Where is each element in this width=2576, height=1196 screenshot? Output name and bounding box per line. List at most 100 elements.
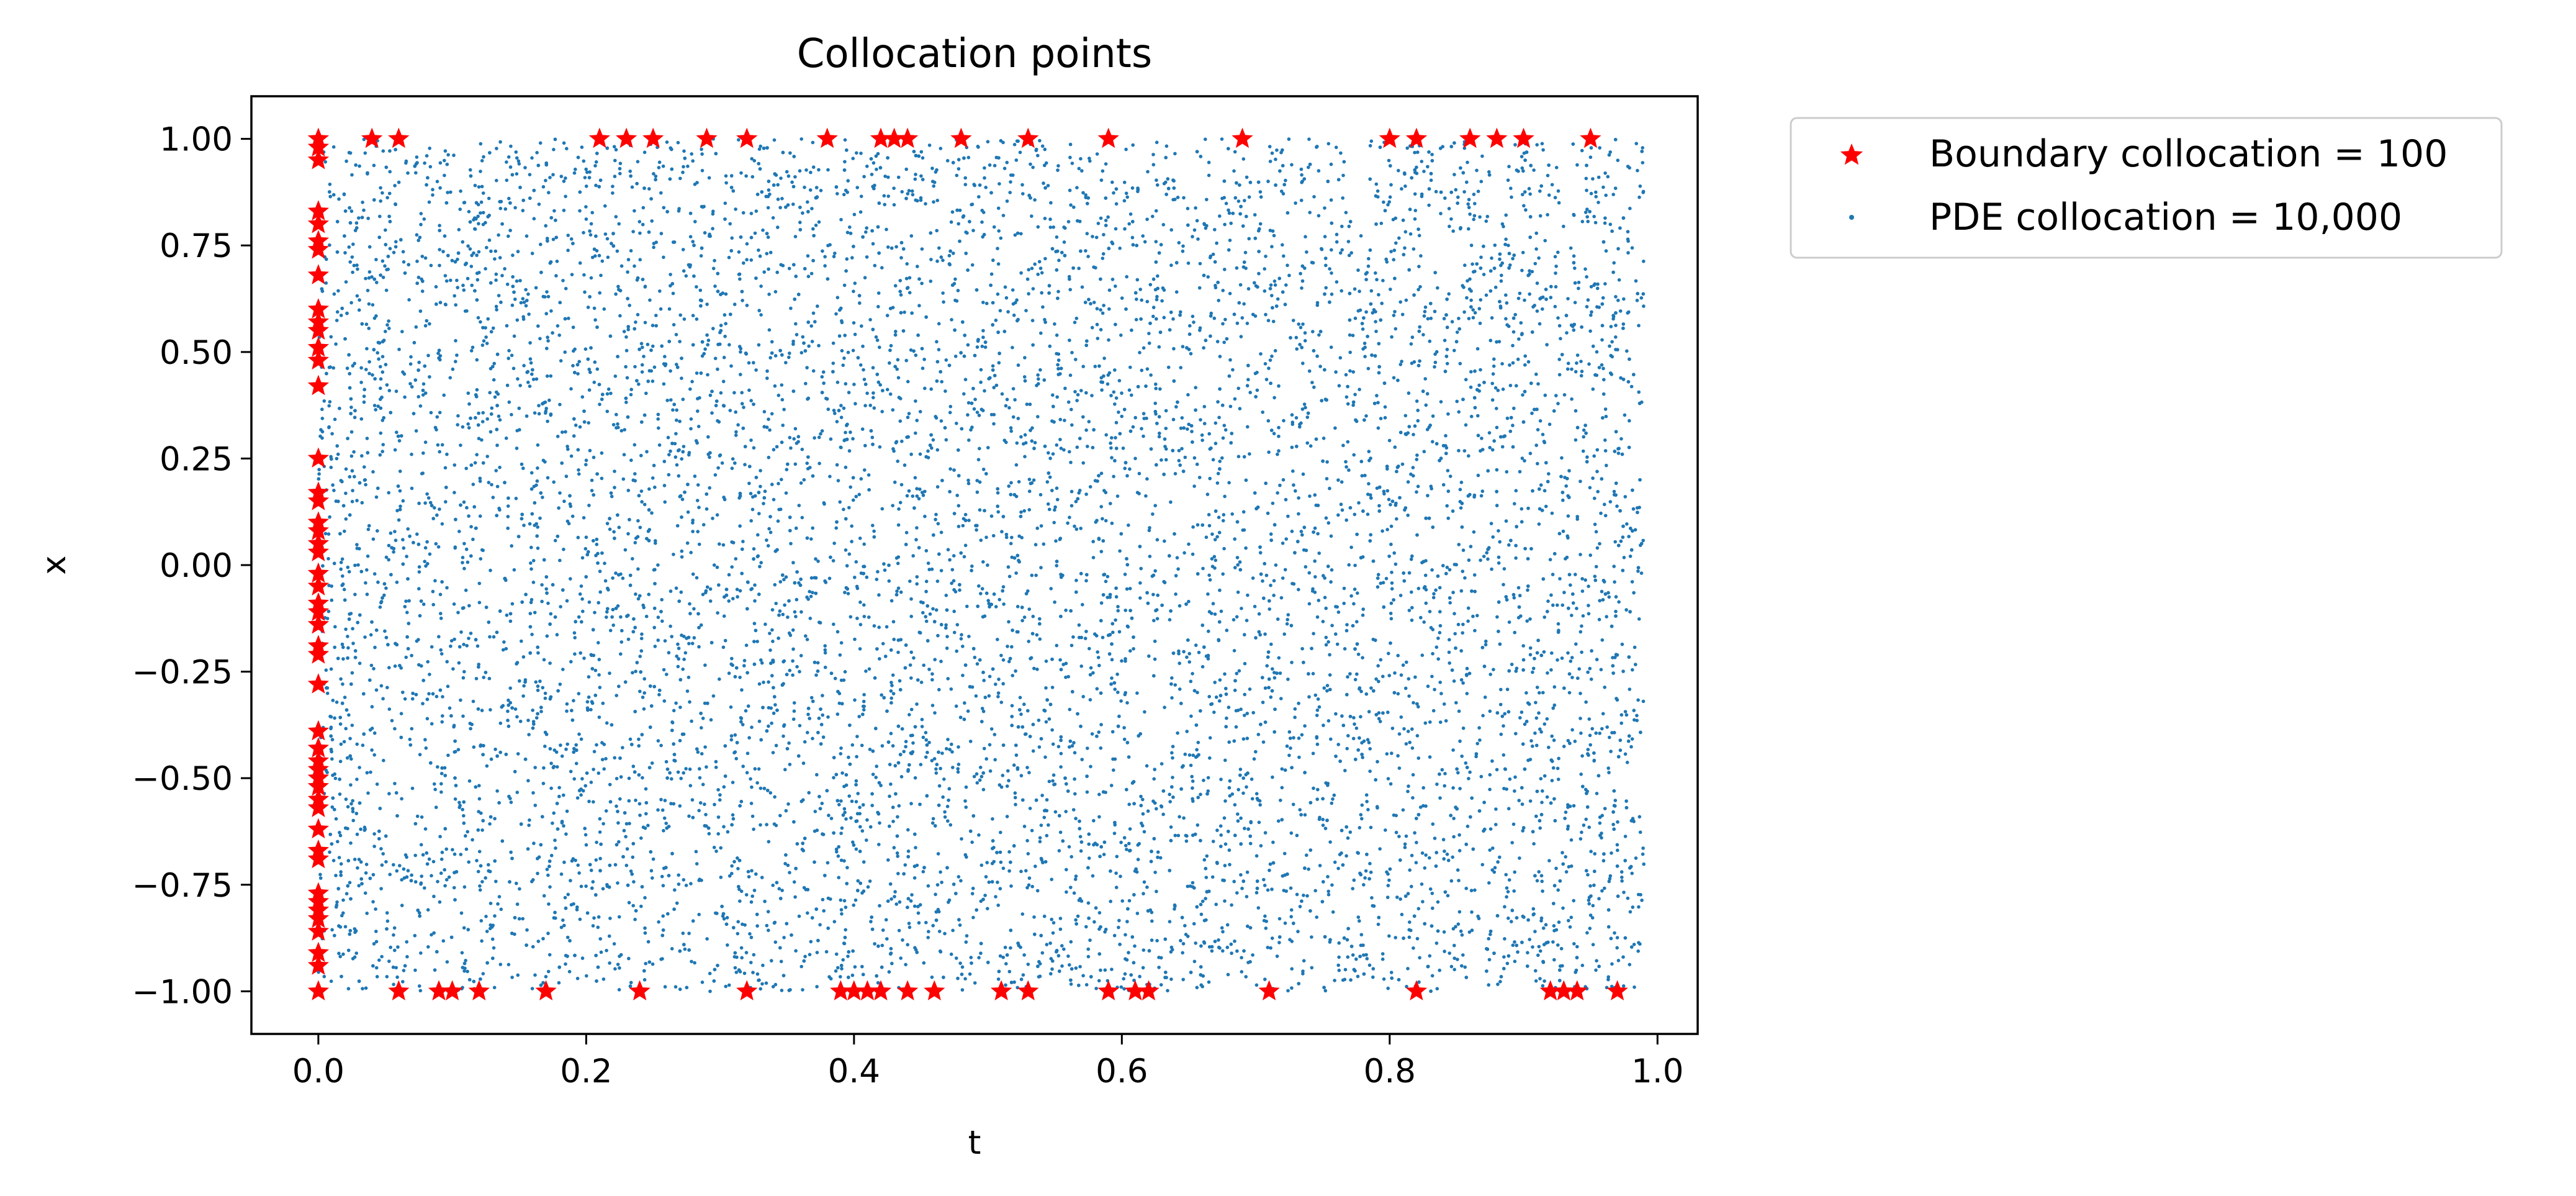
pde-point [1027, 268, 1030, 272]
pde-point [929, 279, 933, 283]
pde-point [399, 712, 403, 715]
pde-point [1538, 419, 1542, 423]
pde-point [903, 463, 907, 467]
pde-point [791, 339, 795, 343]
pde-point [1205, 197, 1209, 202]
pde-point [688, 387, 692, 391]
pde-point [1635, 299, 1639, 302]
pde-point [597, 771, 601, 775]
pde-point [1121, 446, 1125, 450]
pde-point [1011, 674, 1014, 677]
pde-point [966, 401, 971, 405]
pde-point [479, 200, 484, 204]
pde-point [911, 741, 915, 745]
pde-point [720, 461, 724, 465]
pde-point [1304, 565, 1308, 569]
pde-point [1410, 554, 1414, 558]
pde-point [1307, 369, 1312, 373]
pde-point [1188, 324, 1192, 328]
pde-point [1490, 256, 1493, 260]
pde-point [860, 324, 863, 328]
pde-point [1336, 963, 1340, 967]
pde-point [1366, 366, 1371, 371]
pde-point [1178, 604, 1182, 608]
pde-point [1030, 426, 1034, 430]
pde-point [1591, 476, 1595, 480]
pde-point [598, 686, 602, 689]
pde-point [1245, 736, 1250, 740]
pde-point [1236, 386, 1240, 391]
pde-point [1294, 416, 1299, 420]
pde-point [1251, 710, 1255, 715]
pde-point [1036, 225, 1040, 229]
pde-point [1174, 405, 1178, 409]
pde-point [1278, 671, 1282, 675]
pde-point [356, 563, 360, 567]
pde-point [1492, 357, 1496, 361]
pde-point [1385, 895, 1390, 899]
pde-point [898, 679, 902, 683]
pde-point [383, 264, 387, 268]
pde-point [1477, 917, 1481, 920]
pde-point [1584, 176, 1588, 181]
pde-point [700, 354, 705, 358]
pde-point [1405, 660, 1408, 664]
pde-point [1123, 972, 1127, 976]
pde-point [1076, 914, 1080, 918]
pde-point [1622, 556, 1626, 559]
pde-point [531, 581, 536, 584]
pde-point [753, 231, 757, 235]
pde-point [1016, 417, 1020, 420]
pde-point [1485, 214, 1490, 219]
pde-point [1348, 333, 1352, 337]
pde-point [652, 365, 657, 369]
pde-point [835, 380, 840, 384]
pde-point [1199, 983, 1203, 987]
pde-point [1211, 458, 1215, 462]
pde-point [1458, 487, 1462, 492]
pde-point [1192, 922, 1196, 926]
pde-point [618, 314, 622, 318]
pde-point [896, 523, 901, 527]
pde-point [1488, 709, 1492, 714]
pde-point [677, 873, 680, 877]
pde-point [728, 222, 732, 226]
pde-point [651, 476, 655, 480]
pde-point [1084, 492, 1088, 496]
pde-point [565, 445, 569, 448]
pde-point [1128, 365, 1132, 369]
pde-point [705, 333, 709, 337]
pde-point [888, 824, 891, 828]
pde-point [688, 235, 693, 239]
pde-point [1258, 803, 1262, 807]
pde-point [508, 229, 512, 232]
pde-point [432, 894, 436, 899]
pde-point [1194, 643, 1198, 647]
pde-point [679, 590, 683, 594]
pde-point [959, 879, 963, 883]
pde-point [528, 384, 532, 388]
pde-point [1218, 214, 1222, 218]
pde-point [780, 383, 784, 387]
pde-point [1407, 609, 1412, 612]
pde-point [1404, 298, 1408, 302]
pde-point [384, 288, 389, 292]
pde-point [1006, 565, 1011, 569]
pde-point [1236, 812, 1240, 816]
pde-point [1433, 360, 1438, 365]
pde-point [1385, 260, 1389, 264]
pde-point [823, 648, 827, 652]
pde-point [863, 404, 867, 407]
pde-point [1034, 573, 1038, 578]
pde-point [1155, 140, 1159, 145]
pde-point [842, 283, 847, 288]
pde-point [428, 673, 431, 676]
pde-point [547, 398, 551, 402]
pde-point [1019, 271, 1023, 275]
pde-point [699, 623, 703, 627]
pde-point [1311, 672, 1315, 676]
pde-point [719, 876, 723, 879]
pde-point [1468, 212, 1472, 216]
pde-point [572, 699, 575, 703]
pde-point [835, 296, 840, 300]
